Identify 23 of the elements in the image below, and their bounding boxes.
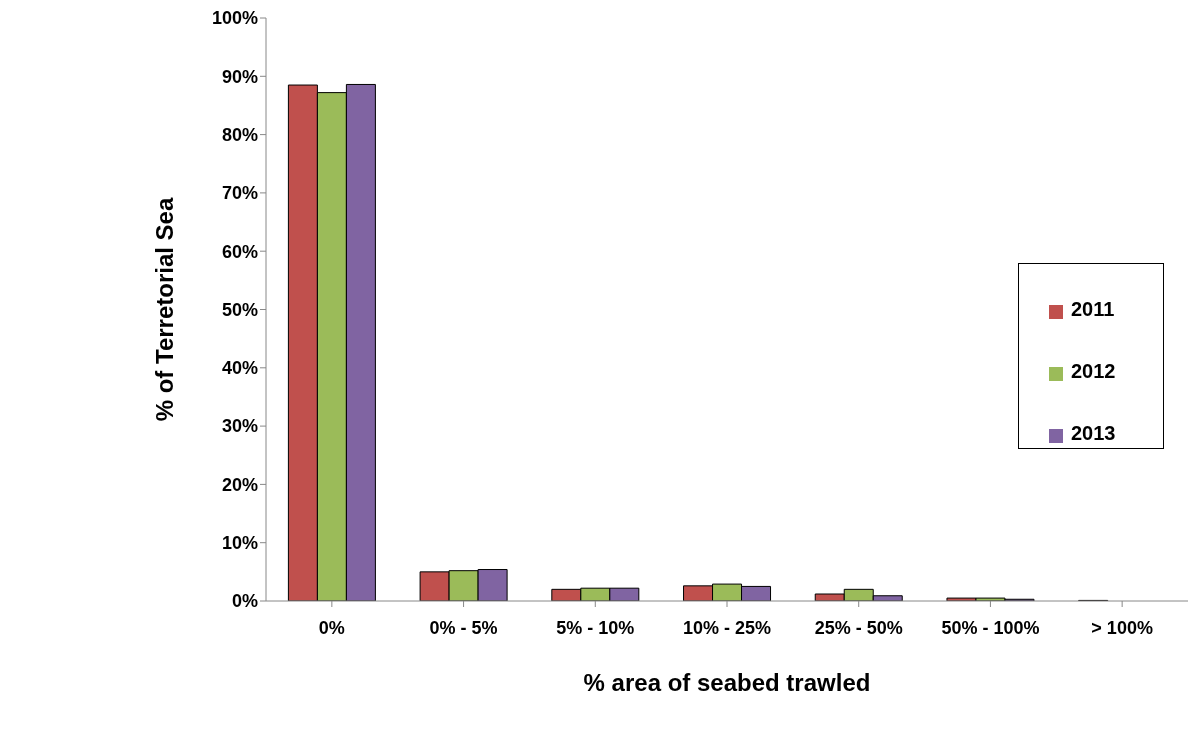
y-tick-label: 40% [221,358,258,379]
y-tick-label: 10% [221,533,258,554]
y-tick-label: 70% [221,183,258,204]
legend-label: 2011 [1071,298,1115,320]
y-tick-label: 50% [221,299,258,320]
legend-label: 2012 [1071,360,1116,382]
x-tick-label: 0% [318,617,345,638]
x-tick-label: 25% - 50% [814,617,903,638]
y-tick-label: 0% [231,591,258,612]
y-axis-title: % of Terretorial Sea [150,197,178,422]
x-tick-label: 10% - 25% [682,617,772,638]
x-axis-title: % area of seabed trawled [583,669,871,696]
x-tick-label: > 100% [1091,617,1153,638]
x-tick-label: 0% - 5% [429,617,498,638]
y-tick-label: 20% [221,474,258,495]
y-tick-label: 60% [221,241,258,262]
legend-label: 2013 [1071,422,1116,444]
x-tick-label: 5% - 10% [556,617,635,638]
x-tick-label: 50% - 100% [941,617,1040,638]
y-tick-label: 80% [221,124,258,145]
y-tick-label: 90% [221,66,258,87]
y-tick-label: 100% [211,8,258,29]
y-tick-label: 30% [221,416,258,437]
